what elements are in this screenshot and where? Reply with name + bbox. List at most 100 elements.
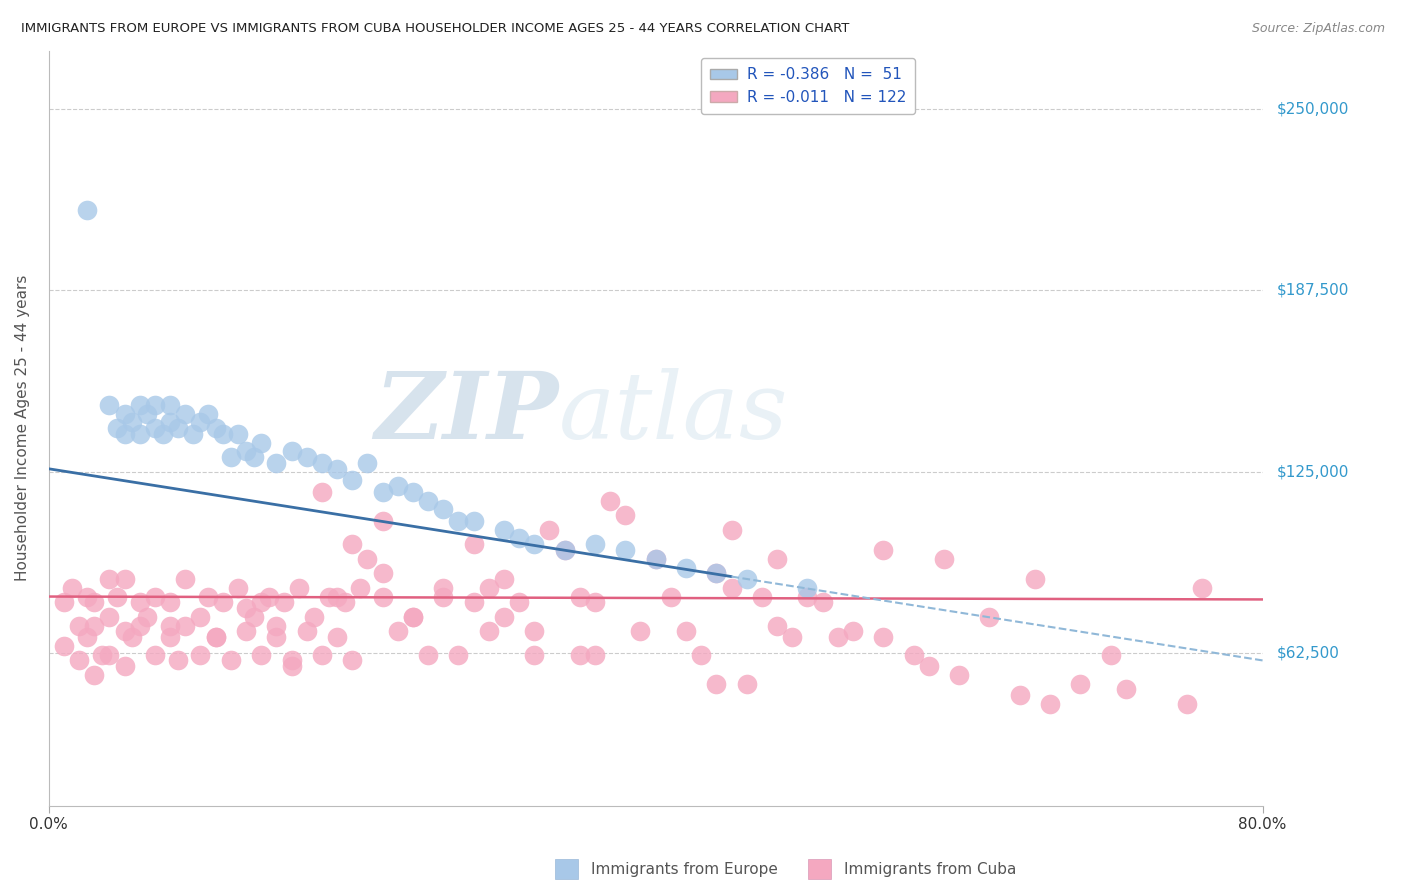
Point (690, 648, 713, 662)
Point (280, 653, 302, 667)
Point (387, 479, 409, 493)
Point (219, 450, 242, 465)
Point (114, 407, 136, 421)
Point (105, 590, 128, 604)
Text: ZIP: ZIP (374, 368, 558, 458)
Point (568, 590, 591, 604)
Point (311, 485, 333, 500)
Point (675, 560, 697, 574)
Point (583, 537, 606, 551)
Point (76, 590, 98, 604)
Point (903, 648, 925, 662)
Point (1008, 688, 1031, 702)
Point (197, 590, 219, 604)
Point (478, 581, 501, 595)
Point (766, 618, 789, 632)
Point (979, 610, 1001, 624)
Point (340, 474, 363, 488)
Point (235, 601, 257, 615)
Point (766, 551, 789, 566)
Point (416, 493, 439, 508)
Point (735, 676, 758, 690)
Point (280, 659, 302, 673)
Point (266, 630, 288, 644)
Text: $250,000: $250,000 (1277, 102, 1348, 116)
Point (121, 415, 143, 429)
Point (523, 537, 546, 551)
Text: $125,000: $125,000 (1277, 464, 1348, 479)
Text: $187,500: $187,500 (1277, 283, 1348, 298)
Point (432, 590, 454, 604)
Point (492, 523, 515, 537)
Point (735, 572, 758, 586)
Point (266, 618, 288, 632)
Point (60, 581, 83, 595)
Point (136, 610, 159, 624)
Point (630, 624, 652, 639)
Point (128, 595, 150, 609)
Point (143, 648, 166, 662)
Point (842, 624, 865, 639)
Point (326, 630, 349, 644)
Text: $62,500: $62,500 (1277, 646, 1340, 661)
Point (83, 595, 105, 609)
Point (356, 551, 378, 566)
Point (326, 462, 349, 476)
Point (204, 421, 226, 435)
Point (492, 610, 515, 624)
Point (128, 398, 150, 412)
Point (720, 523, 742, 537)
Point (190, 415, 212, 429)
Point (432, 581, 454, 595)
Point (166, 653, 188, 667)
Point (447, 648, 470, 662)
Point (219, 653, 242, 667)
Point (948, 668, 970, 682)
Point (371, 485, 394, 500)
Point (463, 514, 485, 528)
Point (114, 426, 136, 441)
Point (159, 595, 181, 609)
Point (1069, 676, 1091, 690)
Point (190, 610, 212, 624)
Point (1039, 697, 1062, 711)
Point (228, 581, 250, 595)
Point (52, 639, 75, 653)
Point (318, 590, 340, 604)
Point (90, 648, 112, 662)
Point (523, 648, 546, 662)
Point (250, 435, 273, 450)
Point (827, 630, 849, 644)
Point (212, 595, 235, 609)
Point (98, 648, 121, 662)
Point (235, 444, 257, 458)
Point (554, 543, 576, 558)
Point (796, 581, 818, 595)
Point (751, 590, 773, 604)
Point (98, 610, 121, 624)
Text: Immigrants from Cuba: Immigrants from Cuba (844, 863, 1017, 877)
Point (402, 610, 425, 624)
Point (304, 610, 326, 624)
Point (1115, 682, 1137, 697)
Text: atlas: atlas (558, 368, 787, 458)
Point (128, 426, 150, 441)
Point (159, 398, 181, 412)
Point (280, 444, 302, 458)
Point (614, 543, 637, 558)
Point (918, 659, 941, 673)
Point (174, 572, 197, 586)
Point (295, 450, 318, 465)
Point (704, 566, 727, 581)
Point (1175, 697, 1198, 711)
Point (1191, 581, 1213, 595)
Point (659, 590, 682, 604)
Point (402, 485, 425, 500)
Point (235, 624, 257, 639)
Point (416, 648, 439, 662)
Point (83, 618, 105, 632)
Point (159, 415, 181, 429)
Point (159, 618, 181, 632)
Point (204, 630, 226, 644)
Point (174, 407, 197, 421)
